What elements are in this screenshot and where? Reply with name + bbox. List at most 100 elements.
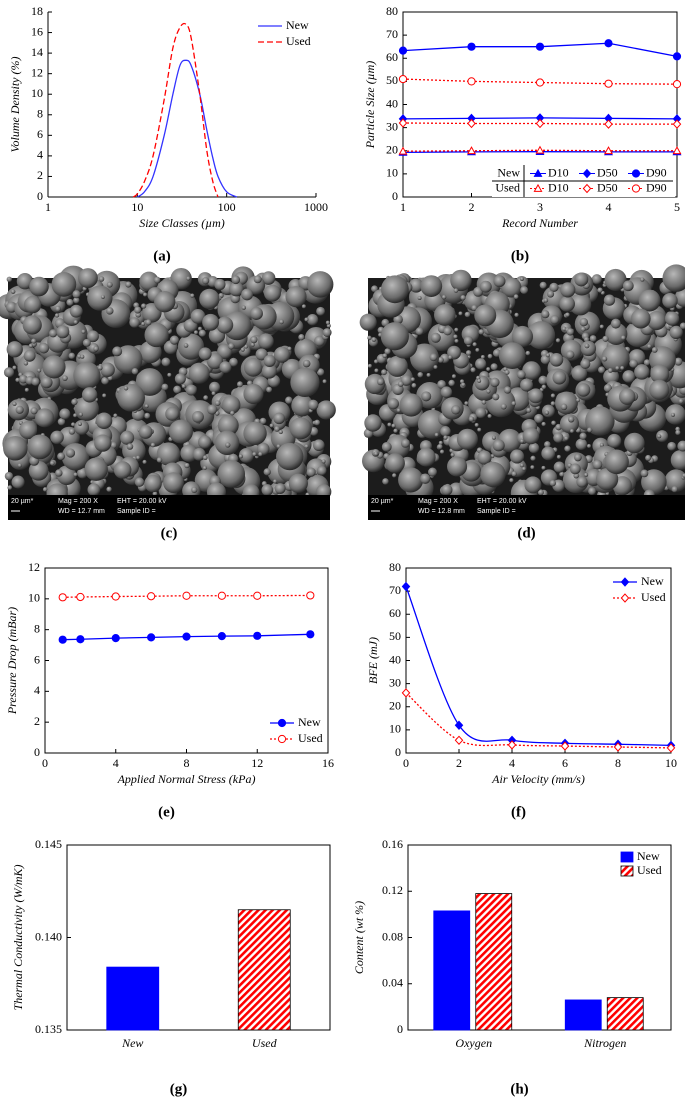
particle bbox=[420, 473, 431, 484]
particle bbox=[576, 476, 588, 488]
marker bbox=[533, 168, 543, 177]
particle bbox=[450, 269, 472, 292]
particle bbox=[206, 352, 224, 370]
particle bbox=[322, 379, 327, 384]
x-tick-label: New bbox=[121, 1036, 143, 1050]
particle bbox=[569, 463, 581, 475]
particle bbox=[306, 271, 334, 298]
particle bbox=[647, 344, 652, 349]
particle bbox=[135, 368, 164, 396]
particle bbox=[49, 460, 55, 466]
marker bbox=[535, 118, 545, 129]
particle bbox=[240, 347, 245, 352]
particle bbox=[65, 448, 76, 458]
particle bbox=[377, 378, 385, 386]
marker bbox=[253, 631, 262, 640]
y-tick-label: 0.04 bbox=[382, 976, 403, 990]
particle bbox=[434, 304, 456, 326]
particle bbox=[238, 447, 254, 463]
particle bbox=[199, 288, 220, 310]
particle bbox=[113, 461, 132, 479]
x-tick-label: 6 bbox=[562, 756, 568, 770]
particle bbox=[453, 288, 459, 293]
particle bbox=[526, 321, 556, 350]
marker bbox=[253, 591, 262, 600]
particle bbox=[433, 365, 438, 370]
y-tick-label: 12 bbox=[31, 65, 43, 79]
particle bbox=[22, 315, 42, 335]
particle bbox=[393, 314, 403, 325]
particle bbox=[202, 455, 208, 461]
particle bbox=[595, 468, 619, 491]
legend-label: New bbox=[286, 18, 309, 32]
particle bbox=[78, 268, 98, 288]
particle bbox=[543, 297, 549, 303]
particle bbox=[29, 276, 49, 297]
marker bbox=[398, 46, 408, 55]
particle bbox=[209, 381, 221, 393]
particle bbox=[316, 400, 336, 420]
particle bbox=[565, 312, 570, 318]
particle bbox=[579, 432, 587, 440]
particle bbox=[503, 386, 512, 394]
particle bbox=[634, 364, 650, 380]
particle bbox=[549, 353, 564, 367]
particle bbox=[571, 365, 588, 382]
particle bbox=[27, 434, 53, 460]
particle bbox=[217, 414, 239, 436]
particle bbox=[261, 363, 277, 379]
particle bbox=[12, 365, 17, 370]
y-tick-label: 0.12 bbox=[382, 883, 403, 897]
y-tick-label: 0 bbox=[37, 189, 43, 203]
particle bbox=[191, 410, 204, 423]
particle bbox=[3, 367, 15, 378]
particle bbox=[478, 329, 485, 335]
y-tick-label: 0 bbox=[395, 745, 401, 759]
particle bbox=[74, 419, 90, 435]
y-tick-label: 8 bbox=[37, 107, 43, 121]
particle bbox=[662, 292, 678, 309]
particle bbox=[306, 467, 316, 477]
y-axis-label: Pressure Drop (mBar) bbox=[5, 607, 19, 715]
particle bbox=[551, 420, 556, 426]
particle bbox=[73, 297, 80, 304]
particle bbox=[556, 454, 561, 459]
particle bbox=[421, 391, 432, 402]
particle bbox=[448, 379, 455, 387]
particle bbox=[491, 435, 496, 440]
particle bbox=[480, 354, 485, 359]
particle bbox=[152, 491, 158, 497]
particle bbox=[674, 357, 683, 366]
marker bbox=[535, 78, 545, 87]
particle bbox=[576, 383, 591, 397]
particle bbox=[500, 403, 507, 410]
particle bbox=[10, 289, 16, 294]
marker bbox=[454, 720, 464, 730]
particle bbox=[560, 403, 568, 411]
particle bbox=[168, 419, 193, 444]
particle bbox=[640, 469, 649, 478]
marker bbox=[467, 146, 476, 155]
particle bbox=[31, 377, 40, 386]
particle bbox=[638, 289, 661, 312]
particle bbox=[468, 416, 475, 422]
particle bbox=[564, 445, 571, 452]
particle bbox=[145, 319, 152, 326]
particle bbox=[601, 356, 608, 362]
particle bbox=[50, 430, 64, 445]
particle bbox=[461, 382, 466, 387]
particle bbox=[216, 316, 234, 334]
marker bbox=[533, 183, 543, 192]
particle bbox=[243, 357, 263, 377]
particle bbox=[679, 322, 685, 330]
legend-label: Used bbox=[637, 863, 662, 877]
particle bbox=[273, 346, 291, 363]
legend-label: New bbox=[641, 574, 664, 588]
series-line bbox=[405, 586, 672, 747]
particle bbox=[322, 328, 332, 337]
particle bbox=[203, 395, 209, 401]
particle bbox=[553, 461, 565, 473]
particle bbox=[93, 346, 99, 352]
particle bbox=[28, 343, 34, 348]
x-tick-label: 10 bbox=[131, 200, 143, 214]
